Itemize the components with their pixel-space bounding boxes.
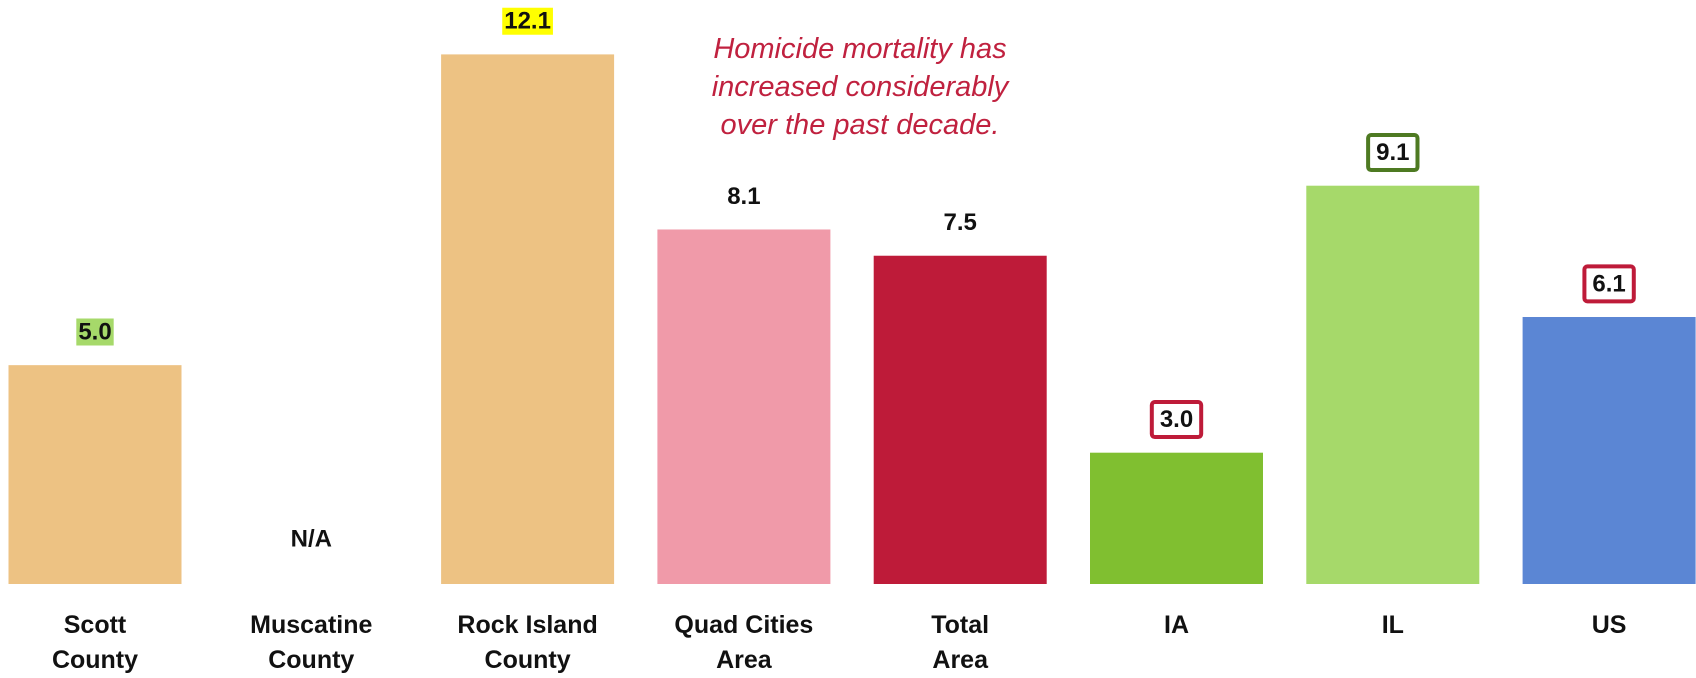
value-label: 7.5 xyxy=(944,209,977,236)
x-tick-label: Muscatine County xyxy=(250,611,373,674)
label-highlight xyxy=(502,7,553,35)
bar xyxy=(1306,185,1480,584)
x-tick-label: IA xyxy=(1164,611,1189,639)
x-tick-label: Rock Island County xyxy=(457,611,598,674)
bar xyxy=(1522,317,1696,584)
x-tick-label: US xyxy=(1591,611,1627,639)
bar xyxy=(873,255,1047,584)
bar xyxy=(8,365,182,584)
bar xyxy=(441,54,615,584)
value-label: 12.1 xyxy=(504,8,551,35)
label-border xyxy=(1366,133,1420,173)
x-tick-label: IL xyxy=(1381,611,1404,639)
bar xyxy=(657,229,831,584)
x-tick-label: Total Area xyxy=(931,611,990,674)
x-tick-label: Scott County xyxy=(51,611,139,674)
bar xyxy=(1090,452,1263,584)
value-label: 5.0 xyxy=(78,318,111,345)
value-label: 8.1 xyxy=(727,183,760,210)
annotation: Homicide mortality has increased conside… xyxy=(711,33,1009,141)
value-label: 6.1 xyxy=(1592,270,1625,297)
x-tick-label: Quad Cities Area xyxy=(674,611,814,674)
label-border xyxy=(1149,400,1204,440)
label-border xyxy=(1582,264,1636,304)
value-label: 3.0 xyxy=(1160,406,1193,433)
value-label: N/A xyxy=(291,525,332,552)
value-label: 9.1 xyxy=(1376,139,1409,166)
label-highlight xyxy=(76,318,114,346)
